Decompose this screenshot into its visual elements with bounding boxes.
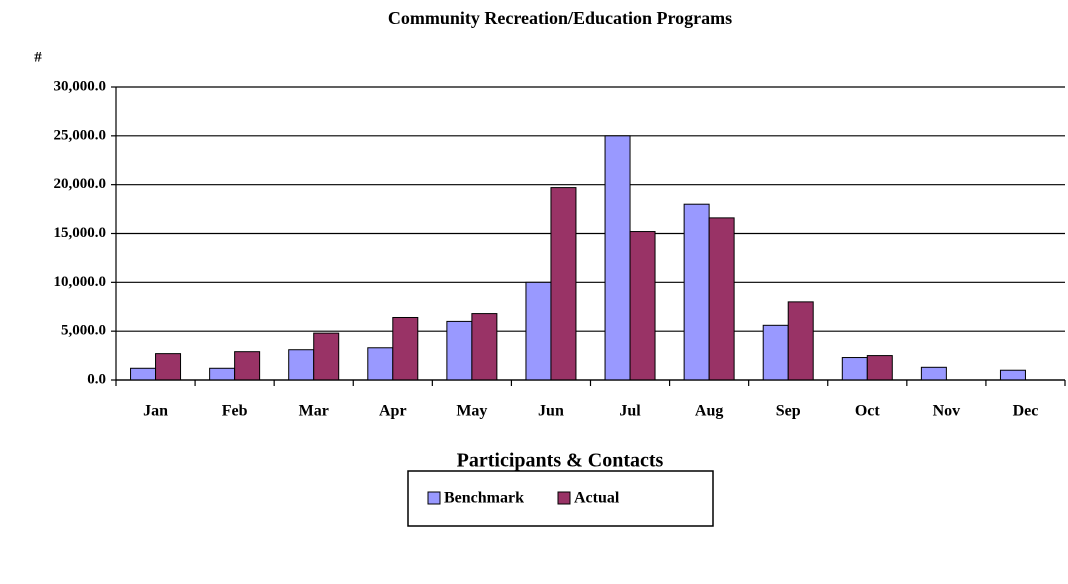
bar [313, 332, 340, 381]
x-axis-label: Participants & Contacts [457, 450, 664, 472]
legend-label: Benchmark [444, 490, 524, 507]
bar [288, 349, 315, 381]
x-tick-label: Dec [1013, 403, 1039, 420]
y-tick-label: 30,000.0 [54, 78, 107, 94]
bar [629, 231, 656, 381]
x-tick-label: Nov [933, 403, 961, 420]
y-tick-label: 20,000.0 [54, 176, 107, 192]
legend-swatch [557, 491, 571, 505]
bar [209, 367, 236, 381]
x-tick-label: Aug [695, 403, 723, 420]
bar [787, 301, 814, 381]
bar [471, 313, 498, 381]
bar [446, 320, 473, 381]
x-tick-label: Jul [619, 403, 641, 420]
y-axis-label: # [34, 49, 42, 65]
x-tick-label: Oct [855, 403, 881, 420]
bar [234, 351, 261, 381]
y-tick-label: 15,000.0 [54, 225, 107, 241]
bar [920, 366, 947, 381]
legend-swatch [427, 491, 441, 505]
y-tick-label: 25,000.0 [54, 127, 107, 143]
chart-title: Community Recreation/Education Programs [388, 8, 732, 28]
y-tick-label: 10,000.0 [54, 274, 107, 290]
bar [392, 316, 419, 381]
x-tick-label: May [456, 403, 487, 420]
bar [683, 203, 710, 381]
bar [155, 353, 182, 381]
x-tick-label: Jun [538, 403, 564, 420]
bar [550, 187, 577, 381]
bar [708, 217, 735, 381]
bar [604, 135, 631, 381]
x-tick-label: Jan [143, 403, 168, 420]
legend-label: Actual [574, 490, 620, 507]
bar [130, 367, 157, 381]
bar [367, 347, 394, 381]
x-tick-label: Apr [379, 403, 407, 420]
x-tick-label: Sep [776, 403, 801, 420]
bar [525, 281, 552, 381]
bar [762, 324, 789, 381]
bar [841, 357, 868, 381]
x-tick-label: Mar [299, 403, 329, 420]
x-tick-label: Feb [222, 403, 248, 420]
y-tick-label: 0.0 [87, 371, 106, 387]
y-tick-label: 5,000.0 [61, 323, 106, 339]
bar [866, 355, 893, 381]
bar [999, 369, 1026, 381]
